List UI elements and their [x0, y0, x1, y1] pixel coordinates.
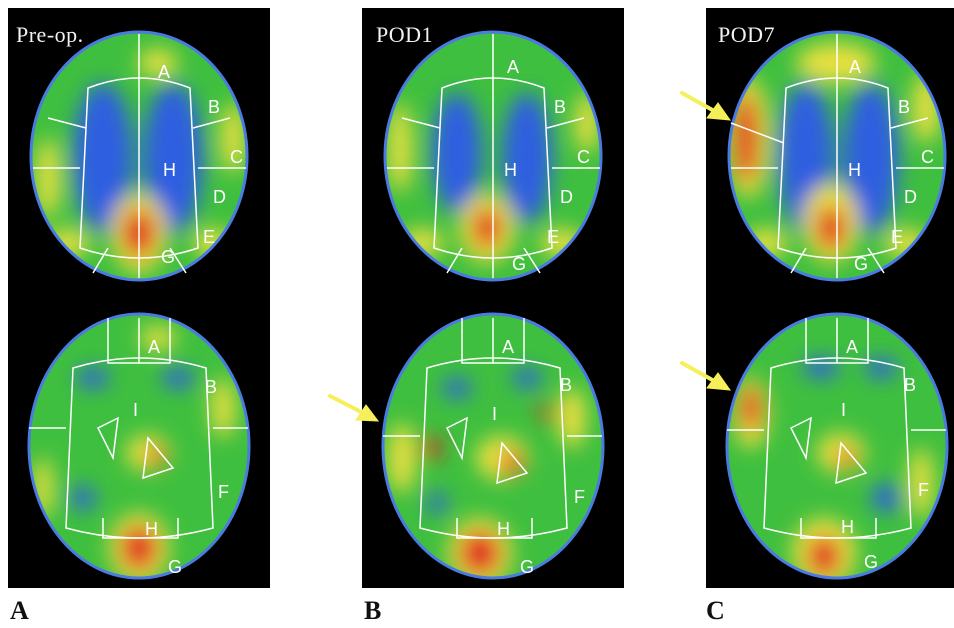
lower-slice [383, 314, 603, 578]
svg-text:A: A [846, 337, 858, 357]
svg-text:H: H [497, 519, 510, 539]
svg-text:H: H [848, 160, 861, 180]
region-outlines [33, 34, 246, 278]
svg-text:A: A [849, 57, 861, 77]
svg-text:G: G [520, 557, 534, 577]
panel-letter-c: C [706, 596, 725, 625]
svg-text:G: G [161, 247, 175, 267]
svg-text:H: H [145, 519, 158, 539]
brain-scan-b: A B CD E G H [381, 30, 605, 580]
svg-text:A: A [507, 57, 519, 77]
panel-letter-b: B [364, 596, 382, 625]
timepoint-label: Pre-op. [16, 22, 84, 47]
timepoint-label: POD7 [718, 22, 776, 47]
svg-text:H: H [841, 517, 854, 537]
svg-text:D: D [904, 187, 917, 207]
svg-text:B: B [904, 375, 916, 395]
svg-text:H: H [504, 160, 517, 180]
svg-text:E: E [891, 227, 903, 247]
svg-text:I: I [841, 400, 846, 420]
timepoint-label: POD1 [376, 22, 434, 47]
svg-text:G: G [168, 557, 182, 577]
svg-text:F: F [574, 487, 585, 507]
svg-text:G: G [854, 254, 868, 274]
svg-text:D: D [213, 187, 226, 207]
svg-text:A: A [158, 62, 170, 82]
svg-text:I: I [133, 400, 138, 420]
svg-text:A: A [502, 337, 514, 357]
svg-text:G: G [864, 552, 878, 572]
svg-text:B: B [208, 97, 220, 117]
svg-text:B: B [560, 375, 572, 395]
lower-slice [727, 314, 947, 578]
svg-text:F: F [218, 482, 229, 502]
panel-letter-a: A [10, 596, 29, 625]
svg-text:I: I [492, 404, 497, 424]
svg-text:G: G [512, 254, 526, 274]
svg-text:B: B [898, 97, 910, 117]
svg-text:E: E [547, 227, 559, 247]
svg-text:B: B [205, 377, 217, 397]
svg-text:D: D [560, 187, 573, 207]
svg-text:B: B [554, 97, 566, 117]
brain-scan-a: A B CD E G H [27, 30, 251, 580]
svg-text:C: C [577, 147, 590, 167]
svg-text:F: F [918, 480, 929, 500]
svg-text:C: C [230, 147, 243, 167]
svg-text:C: C [921, 147, 934, 167]
svg-text:H: H [163, 160, 176, 180]
svg-text:A: A [148, 337, 160, 357]
svg-text:E: E [203, 227, 215, 247]
brain-scan-c: A B CD E G H [725, 30, 949, 580]
